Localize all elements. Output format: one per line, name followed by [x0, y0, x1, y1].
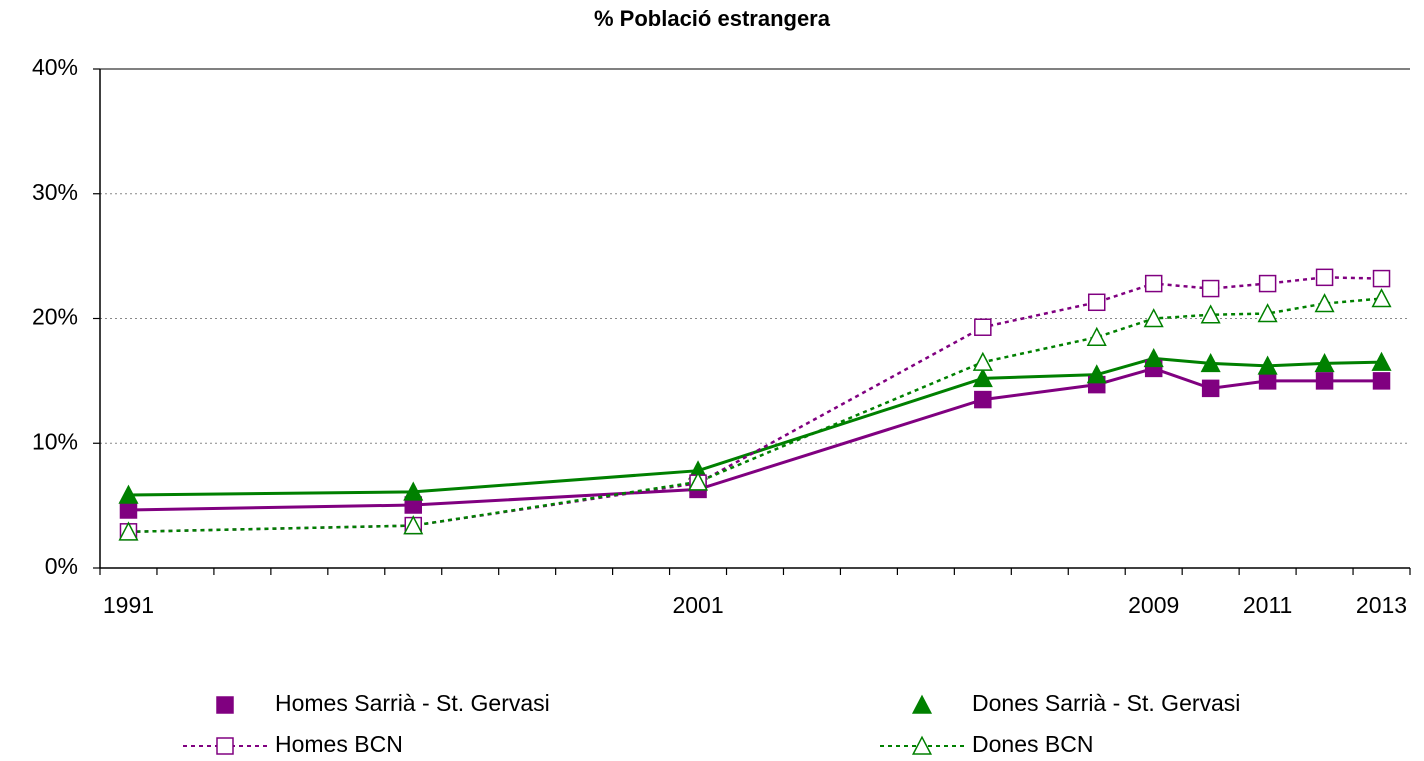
- marker: [1200, 304, 1221, 324]
- marker: [1258, 274, 1277, 293]
- marker: [1314, 352, 1335, 373]
- marker: [974, 318, 992, 336]
- legend-marker: [216, 696, 234, 714]
- marker: [118, 521, 139, 541]
- marker: [118, 484, 139, 504]
- marker: [1201, 379, 1220, 398]
- marker: [1257, 303, 1278, 323]
- marker: [1144, 274, 1163, 293]
- y-tick-label: 10%: [32, 428, 78, 454]
- marker: [972, 367, 993, 388]
- x-tick-label: 2011: [1243, 592, 1292, 618]
- marker: [1257, 355, 1278, 375]
- y-tick-label: 40%: [32, 54, 78, 80]
- legend-label: Homes Sarrià - St. Gervasi: [275, 690, 550, 716]
- marker: [1143, 348, 1164, 368]
- legend-marker: [216, 737, 234, 755]
- marker: [688, 471, 709, 491]
- y-tick-label: 20%: [32, 304, 78, 330]
- marker: [1314, 293, 1335, 313]
- marker: [974, 390, 992, 409]
- marker: [1315, 372, 1334, 390]
- series-line: [128, 366, 1382, 512]
- marker: [1201, 279, 1220, 298]
- x-tick-label: 2001: [672, 592, 723, 618]
- x-tick-label: 1991: [103, 592, 154, 618]
- marker: [1315, 268, 1334, 287]
- legend-label: Homes BCN: [275, 731, 403, 757]
- marker: [972, 351, 993, 371]
- series-line: [128, 297, 1382, 534]
- marker: [119, 501, 138, 519]
- marker: [1200, 352, 1221, 373]
- marker: [1087, 293, 1106, 312]
- legend-marker: [911, 735, 933, 755]
- y-tick-label: 0%: [45, 553, 78, 579]
- series-line: [128, 356, 1382, 497]
- legend-label: Dones BCN: [972, 731, 1093, 757]
- marker: [1371, 288, 1392, 308]
- marker: [1086, 326, 1107, 346]
- x-tick-label: 2009: [1128, 592, 1179, 618]
- y-tick-label: 30%: [32, 179, 78, 205]
- marker: [1371, 351, 1392, 371]
- x-tick-label: 2013: [1356, 592, 1407, 618]
- marker: [403, 515, 424, 535]
- chart-title: % Població estrangera: [594, 6, 831, 31]
- legend-label: Dones Sarrià - St. Gervasi: [972, 690, 1240, 716]
- series-line: [128, 276, 1382, 534]
- marker: [1143, 308, 1164, 328]
- marker: [1258, 372, 1277, 390]
- marker: [1372, 372, 1391, 390]
- marker: [1086, 364, 1107, 384]
- marker: [403, 481, 424, 501]
- legend-marker: [911, 694, 933, 714]
- marker: [1372, 269, 1391, 288]
